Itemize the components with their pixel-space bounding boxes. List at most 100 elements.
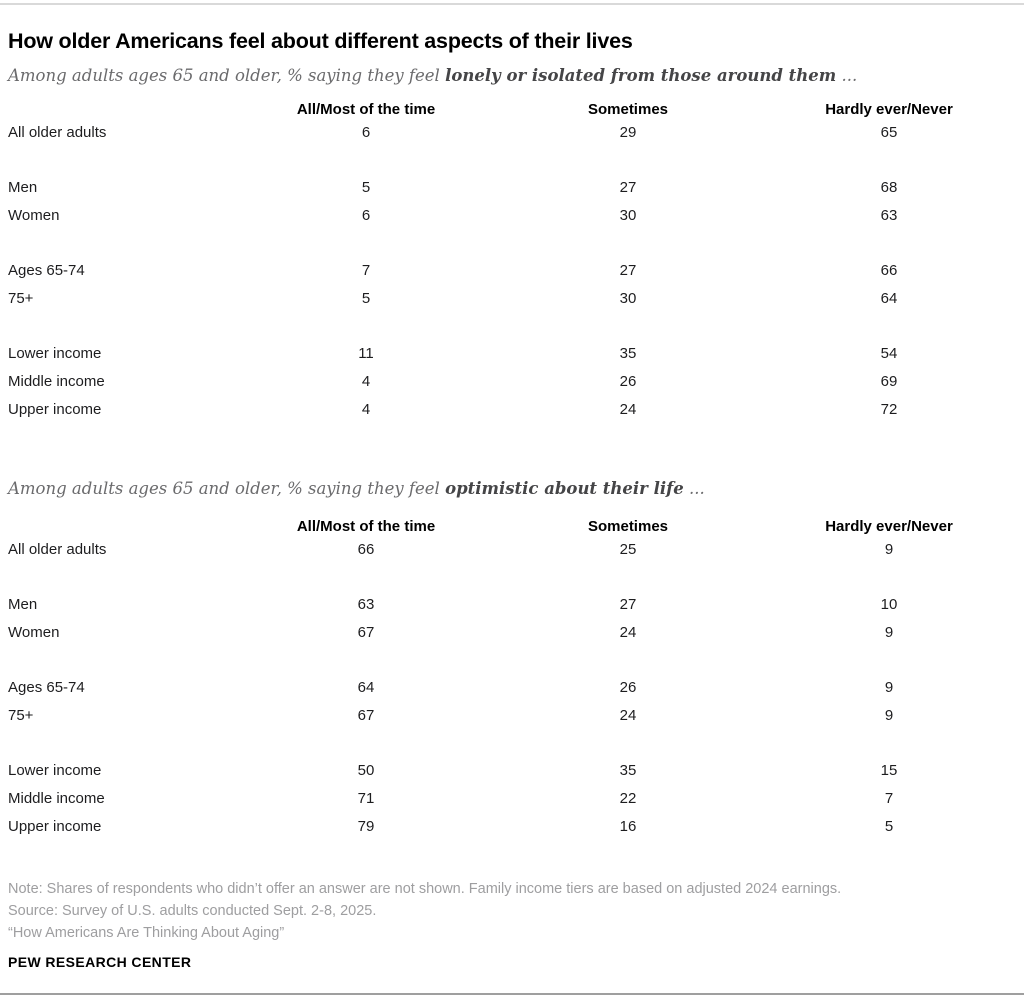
- cell-value: 26: [619, 679, 637, 696]
- cell-value: 5: [361, 290, 371, 307]
- column-header-sometimes: Sometimes: [587, 518, 669, 535]
- table-row: Women 67 24 9: [8, 619, 1016, 647]
- figure-page: How older Americans feel about different…: [0, 3, 1024, 1003]
- header-spacer: [8, 518, 238, 536]
- subtitle-prefix: Among adults ages 65 and older, % saying…: [8, 479, 446, 498]
- cell-value: 63: [357, 596, 375, 613]
- row-group-gender: Men 63 27 10 Women 67 24 9: [8, 591, 1016, 647]
- cell-value: 64: [357, 679, 375, 696]
- row-label: All older adults: [8, 541, 107, 558]
- subtitle-suffix: ...: [683, 479, 705, 498]
- cell-value: 72: [880, 401, 898, 418]
- row-label: All older adults: [8, 124, 107, 141]
- cell-value: 9: [884, 679, 894, 696]
- cell-value: 25: [619, 541, 637, 558]
- table-row: All older adults 66 25 9: [8, 536, 1016, 564]
- cell-value: 29: [619, 124, 637, 141]
- footnotes: Note: Shares of respondents who didn’t o…: [8, 878, 1016, 944]
- cell-value: 24: [619, 707, 637, 724]
- row-label: Men: [8, 596, 38, 613]
- cell-value: 66: [357, 541, 375, 558]
- row-group-total: All older adults 66 25 9: [8, 536, 1016, 564]
- cell-value: 79: [357, 818, 375, 835]
- column-header-hardly-never: Hardly ever/Never: [825, 101, 953, 118]
- cell-value: 5: [884, 818, 894, 835]
- cell-value: 65: [880, 124, 898, 141]
- row-label: Upper income: [8, 401, 102, 418]
- row-label: Ages 65-74: [8, 679, 85, 696]
- cell-value: 16: [619, 818, 637, 835]
- cell-value: 54: [880, 345, 898, 362]
- cell-value: 9: [884, 541, 894, 558]
- table-subtitle: Among adults ages 65 and older, % saying…: [8, 65, 1016, 86]
- row-label: Lower income: [8, 345, 102, 362]
- cell-value: 7: [884, 790, 894, 807]
- row-group-gender: Men 5 27 68 Women 6 30 63: [8, 174, 1016, 230]
- table-row: Upper income 79 16 5: [8, 813, 1016, 841]
- cell-value: 30: [619, 290, 637, 307]
- row-label: Women: [8, 624, 60, 641]
- row-label: Middle income: [8, 790, 105, 807]
- cell-value: 69: [880, 373, 898, 390]
- row-label: 75+: [8, 707, 34, 724]
- row-label: 75+: [8, 290, 34, 307]
- bottom-divider: [0, 993, 1024, 995]
- section-lonely: Among adults ages 65 and older, % saying…: [8, 65, 1016, 424]
- header-spacer: [8, 101, 238, 119]
- row-label: Lower income: [8, 762, 102, 779]
- cell-value: 68: [880, 179, 898, 196]
- table-row: Ages 65-74 64 26 9: [8, 674, 1016, 702]
- cell-value: 26: [619, 373, 637, 390]
- row-group-income: Lower income 50 35 15 Middle income 71 2…: [8, 757, 1016, 841]
- table-row: Middle income 71 22 7: [8, 785, 1016, 813]
- cell-value: 66: [880, 262, 898, 279]
- cell-value: 6: [361, 124, 371, 141]
- cell-value: 35: [619, 762, 637, 779]
- row-group-income: Lower income 11 35 54 Middle income 4 26…: [8, 340, 1016, 424]
- table-row: Lower income 11 35 54: [8, 340, 1016, 368]
- row-group-age: Ages 65-74 7 27 66 75+ 5 30 64: [8, 257, 1016, 313]
- cell-value: 64: [880, 290, 898, 307]
- subtitle-prefix: Among adults ages 65 and older, % saying…: [8, 66, 446, 85]
- row-group-total: All older adults 6 29 65: [8, 119, 1016, 147]
- table-row: Upper income 4 24 72: [8, 396, 1016, 424]
- table-row: Men 63 27 10: [8, 591, 1016, 619]
- table-row: Women 6 30 63: [8, 202, 1016, 230]
- cell-value: 67: [357, 624, 375, 641]
- subtitle-suffix: ...: [836, 66, 858, 85]
- column-header-sometimes: Sometimes: [587, 101, 669, 118]
- cell-value: 35: [619, 345, 637, 362]
- cell-value: 67: [357, 707, 375, 724]
- cell-value: 24: [619, 401, 637, 418]
- top-divider: [0, 3, 1024, 5]
- subtitle-emphasis: optimistic about their life: [445, 479, 684, 498]
- cell-value: 22: [619, 790, 637, 807]
- cell-value: 5: [361, 179, 371, 196]
- page-title: How older Americans feel about different…: [8, 29, 633, 53]
- cell-value: 4: [361, 373, 371, 390]
- row-group-age: Ages 65-74 64 26 9 75+ 67 24 9: [8, 674, 1016, 730]
- column-header-hardly-never: Hardly ever/Never: [825, 518, 953, 535]
- cell-value: 6: [361, 207, 371, 224]
- cell-value: 27: [619, 596, 637, 613]
- cell-value: 7: [361, 262, 371, 279]
- cell-value: 11: [358, 345, 374, 362]
- figure-content: How older Americans feel about different…: [0, 28, 1024, 971]
- table-row: Lower income 50 35 15: [8, 757, 1016, 785]
- table-row: Middle income 4 26 69: [8, 368, 1016, 396]
- column-header-row: All/Most of the time Sometimes Hardly ev…: [8, 101, 1016, 119]
- cell-value: 50: [357, 762, 375, 779]
- table-row: 75+ 5 30 64: [8, 285, 1016, 313]
- table-row: 75+ 67 24 9: [8, 702, 1016, 730]
- cell-value: 27: [619, 262, 637, 279]
- row-label: Upper income: [8, 818, 102, 835]
- column-header-all-most: All/Most of the time: [296, 101, 436, 118]
- table-row: All older adults 6 29 65: [8, 119, 1016, 147]
- row-label: Ages 65-74: [8, 262, 85, 279]
- cell-value: 27: [619, 179, 637, 196]
- cell-value: 63: [880, 207, 898, 224]
- table-row: Men 5 27 68: [8, 174, 1016, 202]
- table-row: Ages 65-74 7 27 66: [8, 257, 1016, 285]
- report-title-line: “How Americans Are Thinking About Aging”: [8, 925, 285, 941]
- cell-value: 4: [361, 401, 371, 418]
